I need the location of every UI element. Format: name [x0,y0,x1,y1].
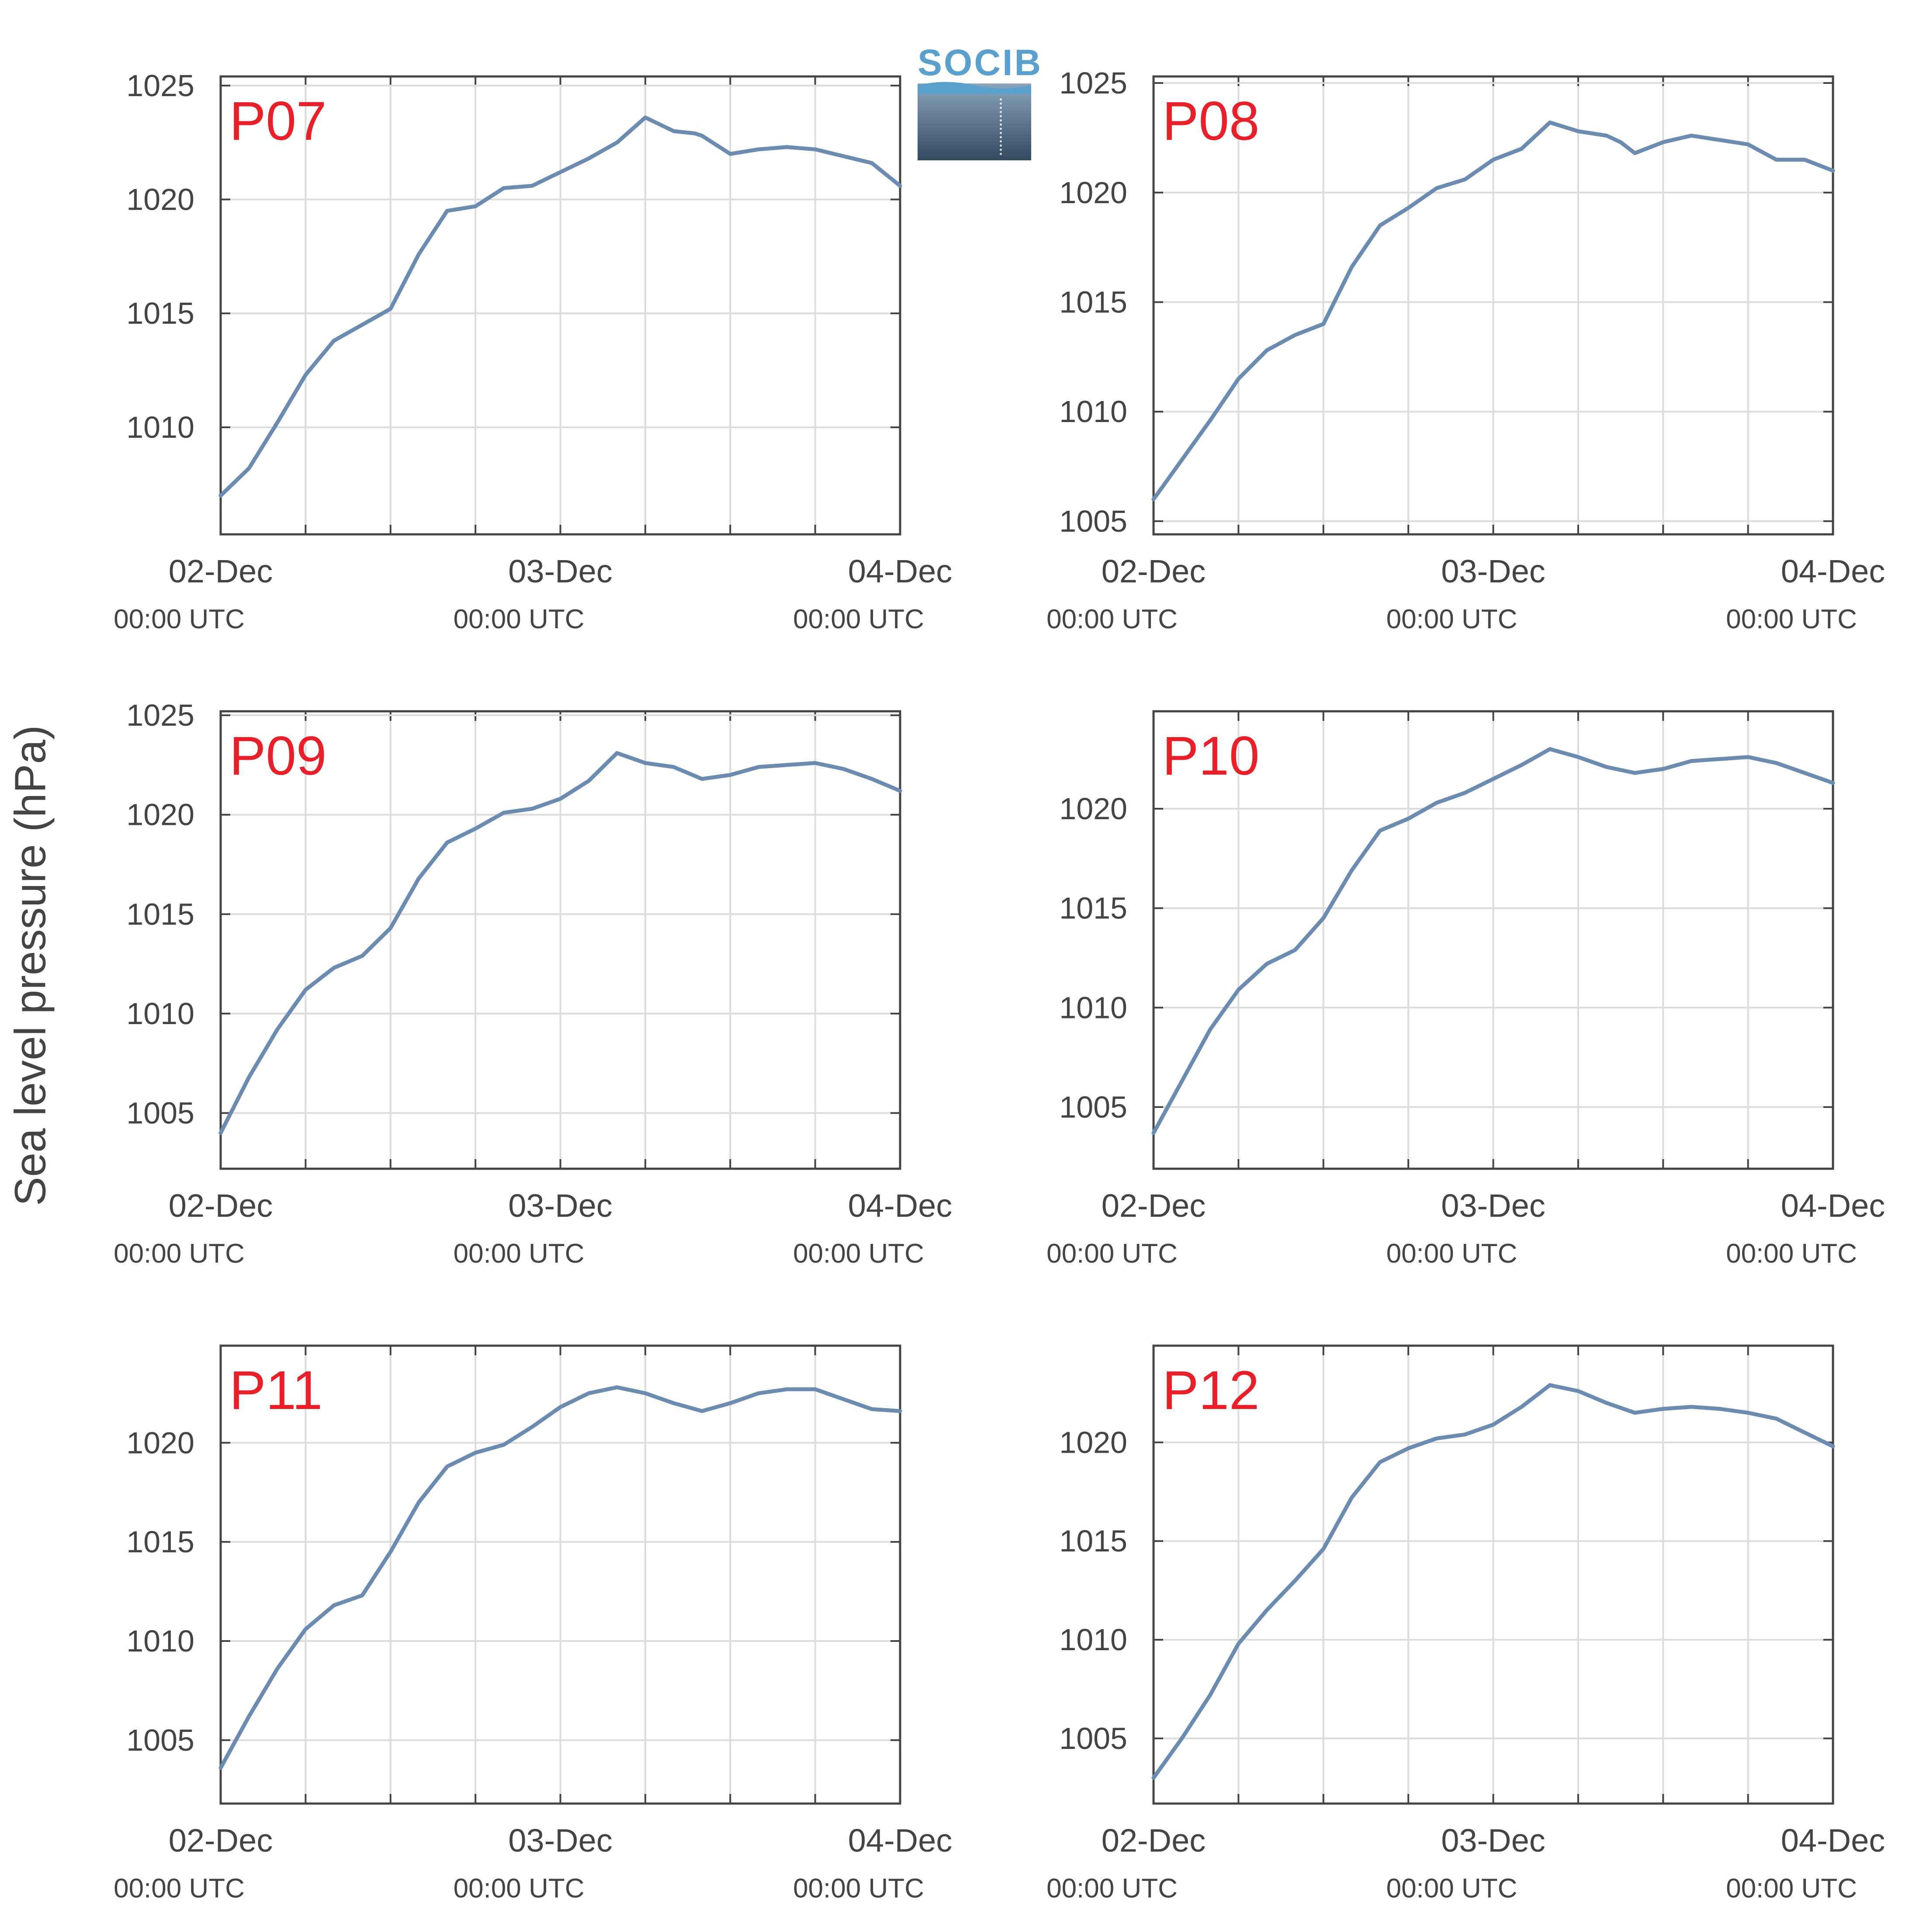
series-line-p08 [1151,120,1835,502]
x-tick-time: 00:00 UTC [1726,1239,1857,1269]
y-tick-label: 1025 [1059,66,1127,100]
x-tick-date: 02-Dec [169,1822,273,1859]
panel-tag: P10 [1162,726,1259,786]
y-tick-label: 1025 [126,69,194,103]
panel-p07: 1010 1015 1020 1025 02-Dec 00:00 UTC 03-Dec 00:… [114,69,952,634]
logo-dots [1000,98,1002,155]
axes-frame [1152,1344,1834,1805]
axes-frame [219,710,901,1170]
panel-tag: P09 [229,726,326,786]
y-tick-label: 1020 [126,1426,194,1460]
y-tick-label: 1015 [1059,285,1127,319]
x-tick-date: 02-Dec [1102,1822,1206,1859]
x-tick-time: 00:00 UTC [793,604,924,634]
y-tick-label: 1010 [126,410,194,444]
y-tick-label: 1020 [126,183,194,217]
series-line-p07 [218,115,902,498]
y-tick-label: 1020 [1059,176,1127,210]
panel-tag: P12 [1162,1360,1259,1421]
y-tick-label: 1020 [1059,1425,1127,1459]
y-tick-label: 1020 [1059,792,1127,826]
x-tick-time: 00:00 UTC [114,1239,245,1269]
x-tick-time: 00:00 UTC [793,1239,924,1269]
panel-p10: 1005 1010 1015 1020 02-Dec 00:00 UTC 03-Dec 00:… [1046,710,1885,1269]
logo-text: SOCIB [918,42,1043,83]
x-tick-time: 00:00 UTC [793,1873,924,1904]
y-tick-label: 1005 [1059,1721,1127,1755]
y-tick-label: 1005 [126,1723,194,1757]
x-tick-time: 00:00 UTC [454,1239,585,1269]
x-tick-date: 04-Dec [848,1822,953,1859]
x-tick-date: 02-Dec [1102,553,1206,589]
logo-wave-icon [918,82,1031,94]
y-tick-label: 1020 [126,798,194,832]
panel-tag: P07 [229,91,326,152]
x-tick-time: 00:00 UTC [454,604,585,634]
y-tick-label: 1010 [1059,990,1127,1025]
x-tick-date: 04-Dec [1781,553,1885,589]
axes-frame [219,75,901,536]
axes-frame [1152,710,1834,1170]
y-tick-label: 1005 [1059,504,1127,538]
panel-p12: 1005 1010 1015 1020 02-Dec 00:00 UTC 03-Dec 00:… [1046,1344,1885,1904]
logo-gradient-box [918,83,1031,160]
x-tick-date: 03-Dec [508,553,613,589]
y-tick-label: 1015 [1059,891,1127,925]
x-tick-date: 02-Dec [169,1188,273,1224]
x-tick-date: 03-Dec [1441,1822,1545,1859]
x-tick-date: 03-Dec [508,1188,613,1224]
x-tick-time: 00:00 UTC [1046,604,1178,634]
socib-logo: SOCIB [918,42,1043,164]
x-tick-time: 00:00 UTC [1726,1873,1857,1904]
y-tick-label: 1010 [1059,395,1127,429]
x-tick-time: 00:00 UTC [1726,604,1857,634]
y-tick-label: 1010 [126,997,194,1031]
x-tick-date: 04-Dec [1781,1188,1885,1224]
y-tick-label: 1010 [126,1624,194,1658]
axes-frame [219,1344,901,1805]
x-tick-time: 00:00 UTC [454,1873,585,1904]
x-tick-time: 00:00 UTC [1386,1873,1518,1904]
y-tick-label: 1005 [126,1096,194,1130]
axes-frame [1152,75,1834,536]
x-tick-time: 00:00 UTC [1046,1873,1178,1904]
panel-p08: 1005 1010 1015 1020 1025 02-Dec 00:00 UTC 03-De… [1046,66,1885,634]
panel-p11: 1005 1010 1015 1020 02-Dec 00:00 UTC 03-Dec 00:… [114,1344,953,1904]
panel-p09: 1005 1010 1015 1020 1025 02-Dec 00:00 UTC 03-De… [114,698,952,1269]
y-tick-label: 1015 [126,1525,194,1559]
x-tick-date: 04-Dec [848,553,953,589]
x-tick-time: 00:00 UTC [1386,1239,1518,1269]
x-tick-time: 00:00 UTC [114,604,245,634]
x-tick-time: 00:00 UTC [1386,604,1518,634]
x-tick-date: 04-Dec [1781,1822,1885,1859]
y-tick-label: 1015 [126,897,194,931]
x-tick-date: 03-Dec [1441,1188,1545,1224]
x-tick-date: 03-Dec [508,1822,613,1859]
x-tick-date: 02-Dec [169,553,273,589]
x-tick-time: 00:00 UTC [114,1873,245,1904]
y-tick-label: 1010 [1059,1623,1127,1657]
x-tick-date: 04-Dec [848,1188,953,1224]
y-tick-label: 1025 [126,698,194,732]
y-tick-label: 1005 [1059,1090,1127,1124]
x-tick-date: 02-Dec [1102,1188,1206,1224]
panel-tag: P08 [1162,91,1259,152]
y-tick-label: 1015 [126,296,194,330]
y-tick-label: 1015 [1059,1524,1127,1558]
x-tick-date: 03-Dec [1441,553,1545,589]
x-tick-time: 00:00 UTC [1046,1239,1178,1269]
panel-tag: P11 [229,1360,322,1421]
